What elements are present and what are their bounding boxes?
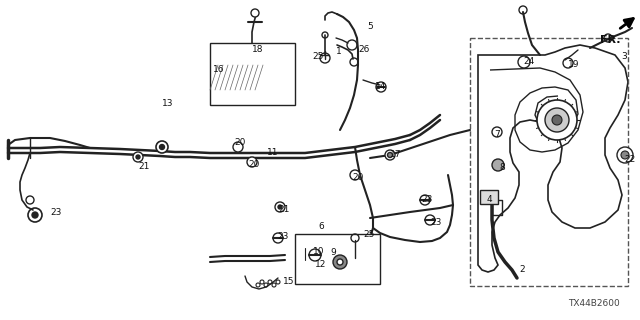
Text: 8: 8 [499,163,505,172]
Text: 18: 18 [252,45,264,54]
Text: 4: 4 [487,195,493,204]
Text: 25: 25 [312,52,323,61]
Text: 15: 15 [283,277,294,286]
Text: 11: 11 [267,148,278,157]
Text: 22: 22 [624,155,636,164]
Text: 26: 26 [358,45,369,54]
Circle shape [617,147,633,163]
Text: 25: 25 [363,230,374,239]
Circle shape [337,259,343,265]
Text: 23: 23 [50,208,61,217]
Bar [470,38,628,286]
Text: 14: 14 [375,82,387,91]
Circle shape [621,151,629,159]
Circle shape [133,152,143,162]
Text: 3: 3 [621,52,627,61]
Circle shape [492,159,504,171]
Polygon shape [212,65,265,90]
Text: 17: 17 [390,150,401,159]
Text: 20: 20 [352,173,364,182]
Text: 12: 12 [315,260,326,269]
Bar [295,234,380,284]
Text: TX44B2600: TX44B2600 [568,299,620,308]
Circle shape [136,155,140,159]
Text: 21: 21 [278,205,289,214]
Circle shape [492,127,502,137]
Text: 23: 23 [421,195,433,204]
Text: 20: 20 [234,138,245,147]
Text: 24: 24 [523,57,534,66]
Bar [210,43,295,105]
Circle shape [350,170,360,180]
Text: 23: 23 [430,218,442,227]
Text: 7: 7 [494,130,500,139]
Circle shape [159,145,164,149]
Circle shape [247,157,257,167]
Circle shape [32,212,38,218]
Text: 21: 21 [138,162,149,171]
Circle shape [156,141,168,153]
Text: 20: 20 [248,160,259,169]
Text: 13: 13 [162,99,173,108]
Circle shape [233,142,243,152]
Circle shape [518,56,530,68]
Text: 16: 16 [213,65,225,74]
Circle shape [552,115,562,125]
Circle shape [275,202,285,212]
Circle shape [333,255,347,269]
Circle shape [385,150,395,160]
Text: 9: 9 [330,248,336,257]
Text: FR.: FR. [600,35,620,45]
Text: 2: 2 [519,265,525,274]
Circle shape [387,153,392,157]
Circle shape [537,100,577,140]
Text: 1: 1 [336,47,342,56]
Circle shape [278,205,282,209]
Text: 6: 6 [318,222,324,231]
Circle shape [251,9,259,17]
Text: 5: 5 [367,22,372,31]
Bar [480,190,498,204]
Circle shape [545,108,569,132]
Text: 23: 23 [277,232,289,241]
Text: 19: 19 [568,60,579,69]
Text: 10: 10 [313,247,324,256]
